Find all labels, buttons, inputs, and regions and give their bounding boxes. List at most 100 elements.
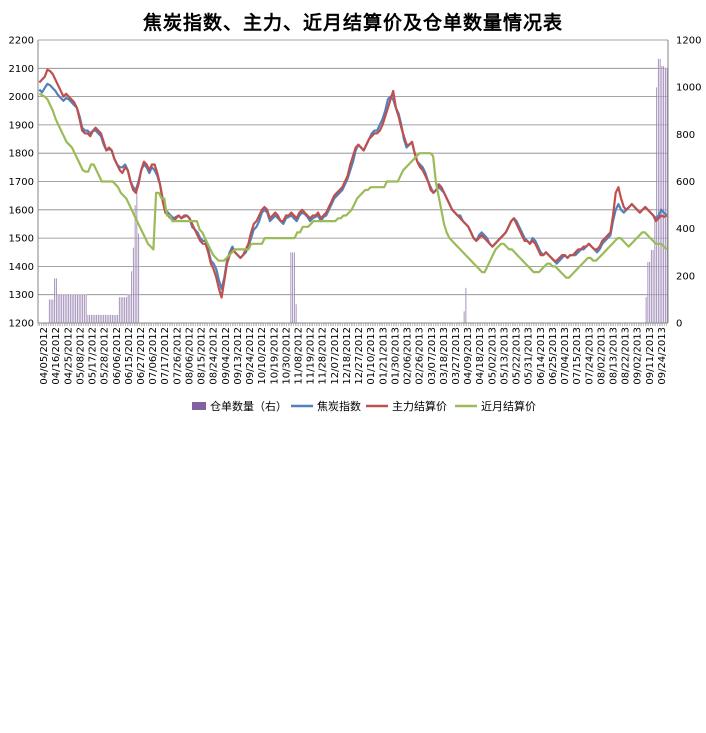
bar [664,68,667,324]
right-tick-label: 200 [676,271,695,282]
bar [127,294,129,324]
left-tick-label: 1600 [9,205,34,216]
bar [64,294,66,324]
bar [94,314,96,324]
x-tick-label: 04/18/2013 [475,327,486,385]
bar [129,294,131,324]
left-tick-label: 2100 [9,64,34,75]
bar [662,65,665,324]
bar [295,303,297,324]
x-tick-label: 05/08/2012 [75,327,86,385]
bar [62,294,65,324]
bar [60,294,63,324]
bar [59,294,61,324]
left-tick-label: 1300 [9,290,34,301]
left-tick-label: 1500 [9,234,34,245]
bars-layer [48,58,668,324]
right-tick-label: 800 [676,130,695,141]
x-tick-label: 08/15/2012 [197,327,208,385]
legend-label: 主力结算价 [392,399,447,413]
x-tick-label: 09/24/2013 [657,327,668,385]
x-tick-label: 02/26/2013 [415,327,426,385]
x-tick-label: 04/16/2012 [51,327,62,385]
bar [111,314,114,324]
bar [97,314,100,324]
x-tick-label: 08/22/2013 [621,327,632,385]
bar [99,314,101,324]
x-tick-label: 09/13/2012 [233,327,244,385]
bar [130,270,133,324]
x-tick-label: 09/04/2012 [221,327,232,385]
x-tick-label: 01/21/2013 [378,327,389,385]
x-tick-label: 07/15/2013 [572,327,583,385]
bar [291,252,294,324]
right-tick-label: 1000 [676,83,701,94]
x-tick-label: 02/06/2013 [403,327,414,385]
bar [57,294,59,324]
left-tick-label: 2200 [9,36,34,47]
x-tick-label: 09/24/2012 [245,327,256,385]
bar [95,314,98,324]
bar [122,296,124,324]
x-tick-label: 07/24/2013 [584,327,595,385]
left-tick-label: 1200 [9,319,34,330]
bar [67,294,70,324]
x-tick-label: 12/07/2012 [330,327,341,385]
x-tick-label: 10/10/2012 [257,327,268,385]
x-tick-label: 06/27/2012 [136,327,147,385]
bar [463,311,465,324]
x-tick-label: 04/25/2012 [63,327,74,385]
x-tick-label: 07/04/2013 [560,327,571,385]
bar [66,294,68,324]
x-tick-label: 08/06/2012 [184,327,195,385]
bar [134,204,136,324]
x-tick-label: 01/10/2013 [366,327,377,385]
left-tick-label: 1800 [9,149,34,160]
bar [85,294,87,324]
x-tick-label: 11/28/2012 [318,327,329,385]
bar [92,314,94,324]
right-tick-label: 400 [676,224,695,235]
x-tick-label: 06/15/2012 [124,327,135,385]
x-tick-label: 11/19/2012 [306,327,317,385]
bar [52,299,54,324]
bar [88,314,91,324]
bar [71,294,73,324]
x-tick-label: 01/30/2013 [390,327,401,385]
x-tick-label: 08/13/2013 [608,327,619,385]
x-tick-label: 05/22/2013 [512,327,523,385]
bar [132,247,135,324]
bar [652,249,654,324]
bar [136,186,138,324]
x-tick-label: 07/06/2012 [148,327,159,385]
right-tick-label: 1200 [676,36,701,47]
x-tick-label: 05/17/2012 [88,327,99,385]
x-tick-label: 06/25/2013 [548,327,559,385]
bar [109,314,112,324]
bar [293,252,296,324]
lines-layer [38,68,668,299]
bar [76,294,79,324]
bar [53,278,56,324]
bar [650,249,653,324]
bar [655,87,658,324]
chart-title: 焦炭指数、主力、近月结算价及仓单数量情况表 [142,12,563,34]
bar [83,294,86,324]
bar [102,314,105,324]
bar [118,296,121,324]
x-tick-label: 06/06/2012 [112,327,123,385]
x-tick-label: 06/14/2013 [536,327,547,385]
series-line [38,68,668,299]
bar [657,58,660,324]
x-tick-label: 03/07/2013 [427,327,438,385]
left-tick-label: 1400 [9,262,34,273]
bar [115,314,117,324]
bar [90,314,93,324]
x-tick-label: 10/19/2012 [269,327,280,385]
bar [50,299,52,324]
x-tick-label: 09/11/2013 [645,327,656,385]
x-tick-label: 12/27/2012 [354,327,365,385]
legend-label: 焦炭指数 [317,399,361,413]
bar [80,294,82,324]
